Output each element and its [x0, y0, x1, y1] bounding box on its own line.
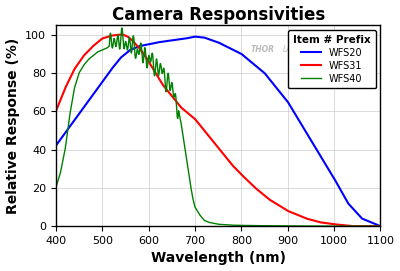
WFS40	[120, 26, 124, 30]
WFS40	[332, 225, 336, 228]
WFS31	[203, 130, 208, 133]
WFS40	[212, 222, 216, 225]
WFS20	[54, 144, 58, 147]
WFS31	[369, 225, 374, 228]
WFS31	[369, 225, 374, 228]
WFS31	[54, 110, 58, 113]
WFS20	[203, 36, 208, 40]
WFS40	[369, 225, 374, 228]
WFS40	[70, 98, 75, 101]
WFS31	[378, 225, 383, 228]
X-axis label: Wavelength (nm): Wavelength (nm)	[151, 251, 286, 265]
WFS31	[116, 33, 121, 36]
WFS20	[378, 225, 383, 228]
WFS20	[70, 121, 75, 125]
WFS20	[369, 221, 374, 224]
WFS40	[378, 225, 383, 228]
WFS20	[369, 221, 374, 224]
Title: Camera Responsivities: Camera Responsivities	[112, 6, 325, 24]
WFS40	[54, 186, 58, 189]
WFS31	[350, 225, 355, 228]
Line: WFS40: WFS40	[56, 28, 380, 226]
Line: WFS31: WFS31	[56, 35, 380, 226]
WFS20	[212, 39, 216, 43]
Text: LABS: LABS	[283, 45, 303, 54]
WFS20	[309, 140, 314, 143]
WFS31	[309, 218, 314, 222]
WFS31	[212, 141, 216, 144]
Y-axis label: Relative Response (%): Relative Response (%)	[6, 37, 20, 214]
Line: WFS20: WFS20	[56, 37, 380, 226]
WFS40	[309, 224, 314, 228]
WFS20	[192, 35, 197, 38]
Text: THOR: THOR	[251, 45, 275, 54]
WFS40	[369, 225, 374, 228]
Legend: WFS20, WFS31, WFS40: WFS20, WFS31, WFS40	[288, 30, 376, 88]
WFS40	[203, 219, 208, 222]
WFS31	[70, 72, 75, 75]
